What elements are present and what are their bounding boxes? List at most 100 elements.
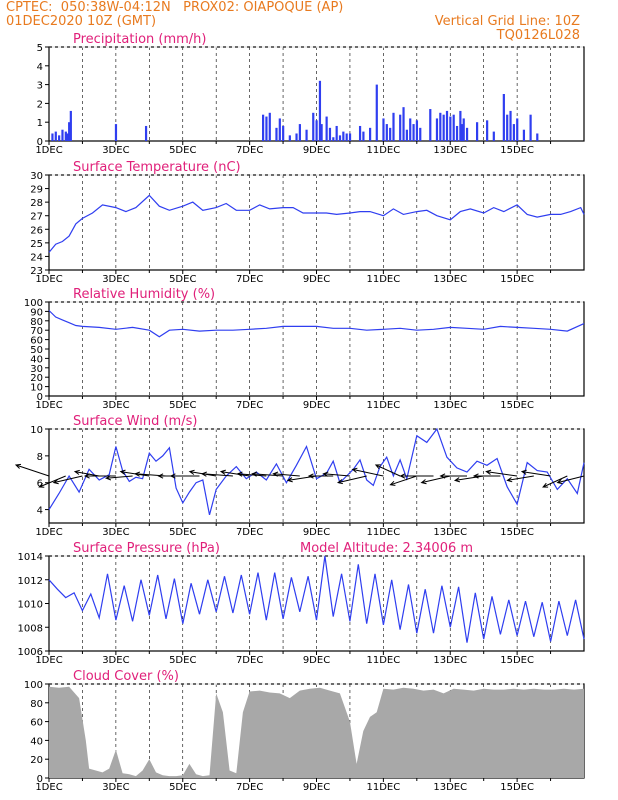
panel-title: Cloud Cover (%) [73, 669, 179, 684]
x-tick-label: 1DEC [35, 655, 62, 666]
panel-title: Surface Pressure (hPa) [73, 541, 220, 556]
precip-bar [536, 133, 539, 141]
y-tick-label: 28 [30, 198, 43, 209]
y-tick-label: 4 [37, 506, 43, 517]
precip-bar [449, 116, 452, 141]
x-tick-label: 3DEC [102, 782, 129, 793]
y-tick-label: 100 [24, 680, 43, 691]
x-tick-label: 9DEC [303, 655, 330, 666]
y-tick-label: 23 [30, 266, 43, 277]
precip-bar [144, 125, 148, 141]
x-tick-label: 5DEC [169, 145, 196, 156]
x-tick-label: 1DEC [35, 782, 62, 793]
wind-arrow [14, 463, 50, 477]
x-tick-label: 7DEC [236, 400, 263, 411]
wind-arrow [272, 471, 300, 477]
wind-arrow [542, 475, 568, 488]
x-tick-label: 9DEC [303, 274, 330, 285]
x-tick-label: 9DEC [303, 145, 330, 156]
x-tick-label: 7DEC [236, 274, 263, 285]
precip-bar [268, 112, 271, 141]
precip-bar [429, 109, 432, 141]
precip-bar [385, 124, 388, 141]
precip-bar [486, 120, 489, 141]
y-tick-label: 5 [37, 43, 43, 54]
precip-bar [64, 131, 67, 141]
wind-arrow [506, 475, 534, 483]
y-tick-label: 6 [37, 479, 43, 490]
precip-bar [392, 112, 395, 141]
x-tick-label: 5DEC [169, 655, 196, 666]
precip-bar [348, 133, 352, 141]
panel-2 [45, 174, 585, 274]
precip-bar [295, 133, 298, 141]
panel-title: Precipitation (mm/h) [73, 32, 206, 47]
wind-arrow [399, 473, 434, 479]
x-tick-label: 7DEC [236, 782, 263, 793]
y-tick-label: 1014 [18, 552, 43, 563]
series-line [48, 194, 585, 253]
wind-arrow [286, 475, 317, 483]
wind-arrow [374, 464, 401, 477]
x-tick-label: 11DEC [367, 782, 401, 793]
x-tick-label: 15DEC [500, 400, 534, 411]
precip-bar [358, 125, 362, 141]
series-line [48, 427, 585, 516]
precip-bar [452, 114, 455, 141]
precip-bar [345, 133, 348, 141]
precip-bar [512, 124, 515, 141]
header-grid-note: Vertical Grid Line: 10Z [434, 14, 580, 29]
panel-6 [45, 683, 585, 782]
precip-bar [516, 118, 519, 141]
precip-bar [51, 133, 54, 141]
precip-bar [278, 118, 281, 141]
x-tick-label: 13DEC [433, 655, 467, 666]
precip-bar [338, 135, 342, 141]
y-tick-label: 10 [30, 383, 43, 394]
wind-arrow [556, 475, 585, 485]
precip-bar [298, 124, 301, 141]
precip-bar [402, 107, 405, 141]
precip-bar [320, 124, 323, 141]
x-tick-label: 11DEC [367, 400, 401, 411]
precip-bar [405, 129, 408, 141]
x-tick-label: 1DEC [35, 527, 62, 538]
precip-bar [459, 110, 462, 141]
x-tick-label: 5DEC [169, 274, 196, 285]
header-location: CPTEC: 050:38W-04:12N PROX02: OIAPOQUE (… [6, 0, 344, 15]
precip-bar [399, 114, 402, 141]
x-tick-label: 1DEC [35, 400, 62, 411]
y-tick-label: 40 [30, 736, 43, 747]
precip-bar [325, 116, 328, 141]
x-tick-label: 7DEC [236, 527, 263, 538]
y-tick-label: 10 [30, 425, 43, 436]
y-tick-label: 80 [30, 317, 43, 328]
y-tick-label: 100 [24, 298, 43, 309]
x-tick-label: 5DEC [169, 782, 196, 793]
precip-bar [415, 120, 419, 141]
y-tick-label: 90 [30, 307, 43, 318]
panel-title: Surface Wind (m/s) [73, 414, 197, 429]
series-line [48, 310, 585, 338]
precip-bar [389, 127, 392, 141]
wind-arrow [322, 471, 350, 477]
y-tick-label: 4 [37, 62, 43, 73]
precip-bar [442, 114, 445, 141]
precip-bar [305, 129, 308, 141]
x-tick-label: 7DEC [236, 655, 263, 666]
precip-bar [68, 122, 71, 141]
wind-arrow [52, 475, 83, 485]
y-tick-label: 1 [37, 118, 43, 129]
precip-bar [328, 127, 332, 141]
wind-arrow [389, 475, 417, 486]
precip-bar [58, 135, 61, 141]
x-tick-label: 11DEC [367, 527, 401, 538]
y-tick-label: 80 [30, 699, 43, 710]
wind-arrow [351, 467, 384, 477]
precip-bar [419, 127, 422, 141]
precip-bar [462, 118, 465, 141]
precip-bar [315, 120, 318, 141]
precip-bar [460, 124, 464, 141]
